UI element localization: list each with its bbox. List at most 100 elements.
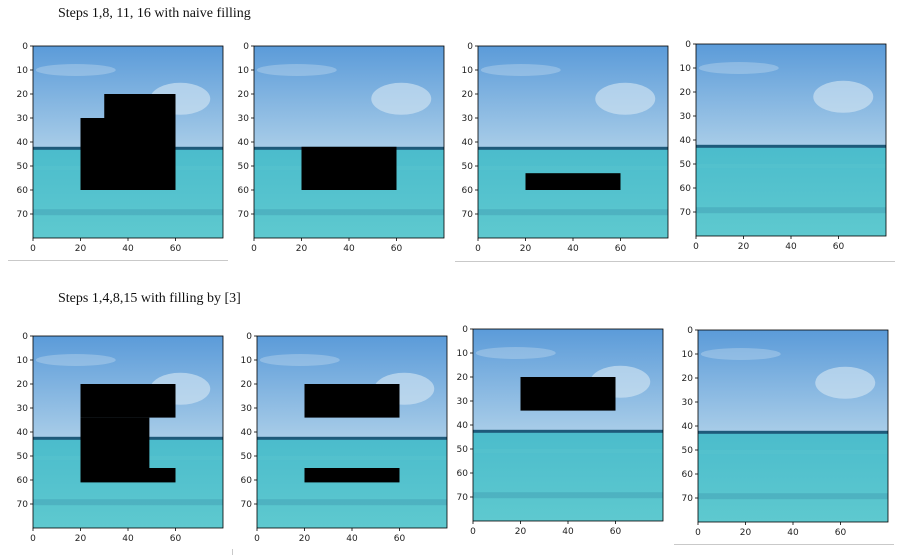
- horizon: [257, 436, 447, 440]
- cloud: [475, 347, 556, 359]
- y-tick-label: 20: [17, 380, 29, 390]
- mask-region: [104, 94, 176, 118]
- mask-region: [304, 384, 400, 418]
- mask-region: [304, 468, 400, 483]
- cloud: [259, 354, 340, 366]
- x-tick-label: 0: [30, 244, 36, 254]
- x-tick-label: 60: [615, 244, 627, 254]
- x-tick-label: 0: [475, 244, 481, 254]
- cloud: [371, 82, 432, 115]
- x-tick-label: 0: [251, 244, 257, 254]
- x-tick-label: 20: [299, 534, 311, 544]
- mask-region: [520, 377, 616, 411]
- cloud: [698, 62, 779, 74]
- x-tick-label: 20: [738, 242, 750, 252]
- y-tick-label: 70: [462, 210, 474, 220]
- y-tick-label: 20: [682, 374, 694, 384]
- mask-region: [80, 384, 176, 418]
- cloud: [813, 80, 874, 113]
- x-tick-label: 40: [567, 244, 579, 254]
- horizon: [473, 429, 663, 433]
- x-tick-label: 60: [835, 528, 847, 538]
- y-tick-label: 10: [682, 350, 694, 360]
- mask-region: [301, 146, 397, 190]
- y-tick-label: 30: [17, 404, 29, 414]
- x-tick-label: 60: [394, 534, 406, 544]
- y-tick-label: 20: [457, 373, 469, 383]
- y-tick-label: 30: [17, 114, 29, 124]
- y-tick-label: 20: [462, 90, 474, 100]
- x-tick-label: 40: [346, 534, 358, 544]
- y-tick-label: 40: [241, 428, 253, 438]
- x-tick-label: 20: [75, 244, 87, 254]
- y-tick-label: 40: [680, 136, 692, 146]
- y-tick-label: 20: [17, 90, 29, 100]
- y-tick-label: 40: [682, 422, 694, 432]
- y-tick-label: 30: [241, 404, 253, 414]
- y-tick-label: 40: [17, 428, 29, 438]
- cloud: [595, 82, 656, 115]
- x-tick-label: 0: [254, 534, 260, 544]
- image-panel: 0 10 20 30 40 50 60 70 0 20 40 60: [680, 40, 887, 252]
- sea: [698, 433, 888, 522]
- y-tick-label: 0: [687, 326, 693, 336]
- x-tick-label: 40: [787, 528, 799, 538]
- y-tick-label: 60: [17, 476, 29, 486]
- y-tick-label: 50: [17, 162, 29, 172]
- water-band: [478, 166, 668, 170]
- y-tick-label: 60: [680, 184, 692, 194]
- x-tick-label: 40: [785, 242, 797, 252]
- sea: [696, 147, 886, 236]
- plot-filling-step-4: 0 10 20 30 40 50 60 70 0 20 40 60: [233, 330, 448, 550]
- y-tick-label: 0: [243, 42, 249, 52]
- x-tick-label: 0: [30, 534, 36, 544]
- cloud: [480, 64, 561, 76]
- mask-region: [80, 468, 176, 483]
- y-tick-label: 20: [680, 88, 692, 98]
- x-tick-label: 20: [75, 534, 87, 544]
- plot-naive-step-8: 0 10 20 30 40 50 60 70 0 20 40 60: [230, 40, 445, 260]
- caption-filling: Steps 1,4,8,15 with filling by [3]: [58, 291, 241, 306]
- y-tick-label: 50: [238, 162, 250, 172]
- y-tick-label: 60: [682, 470, 694, 480]
- y-tick-label: 10: [238, 66, 250, 76]
- cloud: [815, 366, 876, 399]
- water-band: [33, 209, 223, 216]
- y-tick-label: 70: [17, 500, 29, 510]
- separator-line: [455, 261, 895, 262]
- y-tick-label: 50: [462, 162, 474, 172]
- y-tick-label: 10: [17, 356, 29, 366]
- y-tick-label: 30: [682, 398, 694, 408]
- x-tick-label: 40: [122, 534, 134, 544]
- horizon: [696, 144, 886, 148]
- y-tick-label: 20: [241, 380, 253, 390]
- cloud: [256, 64, 337, 76]
- y-tick-label: 40: [457, 421, 469, 431]
- separator-line: [8, 260, 228, 261]
- water-band: [696, 164, 886, 168]
- plot-filling-step-15: 0 10 20 30 40 50 60 70 0 20 40 60: [674, 324, 889, 544]
- x-tick-label: 60: [170, 534, 182, 544]
- water-band: [698, 450, 888, 454]
- y-tick-label: 50: [17, 452, 29, 462]
- x-tick-label: 20: [740, 528, 752, 538]
- separator-line: [674, 544, 894, 545]
- x-tick-label: 20: [296, 244, 308, 254]
- x-tick-label: 40: [562, 527, 574, 537]
- y-tick-label: 50: [680, 160, 692, 170]
- y-tick-label: 30: [457, 397, 469, 407]
- sea: [478, 149, 668, 238]
- water-band: [473, 449, 663, 453]
- y-tick-label: 0: [467, 42, 473, 52]
- mask-region: [80, 118, 176, 190]
- x-tick-label: 60: [170, 244, 182, 254]
- y-tick-label: 30: [238, 114, 250, 124]
- y-tick-label: 0: [685, 40, 691, 50]
- image-panel: 0 10 20 30 40 50 60 70 0 20 40 60: [241, 332, 448, 544]
- plot-naive-step-16: 0 10 20 30 40 50 60 70 0 20 40 60: [672, 38, 887, 258]
- image-panel: 0 10 20 30 40 50 60 70 0 20 40 60: [457, 325, 664, 537]
- image-panel: 0 10 20 30 40 50 60 70 0 20 40 60: [462, 42, 669, 254]
- water-band: [696, 207, 886, 214]
- y-tick-label: 30: [680, 112, 692, 122]
- x-tick-label: 40: [122, 244, 134, 254]
